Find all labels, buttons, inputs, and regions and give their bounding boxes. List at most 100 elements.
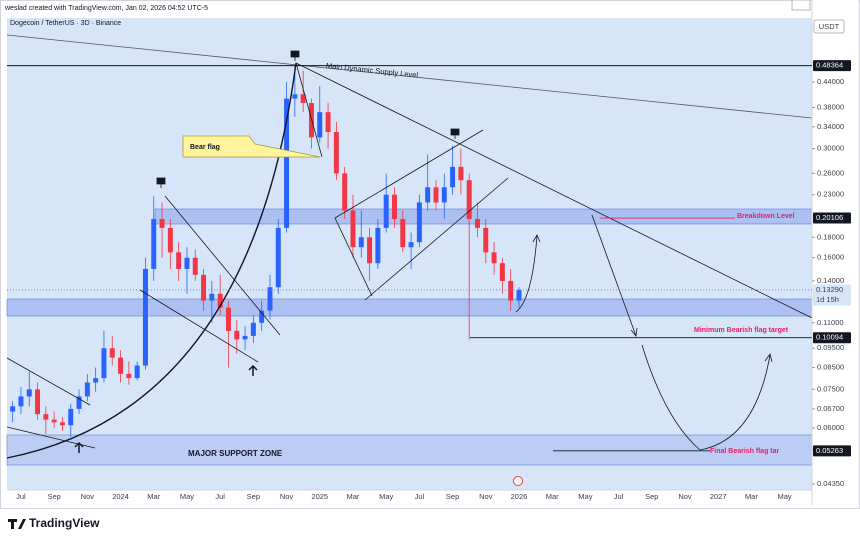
candle-body <box>101 348 107 379</box>
candle-body <box>109 348 115 358</box>
x-tick-label: May <box>778 492 792 501</box>
candle-body <box>84 382 90 397</box>
candle-body <box>151 218 157 269</box>
candle-body <box>167 227 173 253</box>
candle-body <box>93 378 99 383</box>
candle-body <box>391 194 397 219</box>
y-tick-label: 0.08500 <box>817 363 844 372</box>
candle-body <box>375 227 381 264</box>
candle-body <box>184 257 190 269</box>
candle-body <box>126 373 132 379</box>
y-tick-label: 0.44000 <box>817 77 844 86</box>
candle-body <box>10 406 16 412</box>
candle-body <box>159 218 165 228</box>
x-tick-label: May <box>578 492 592 501</box>
candle-body <box>499 263 505 281</box>
bear-flag-pole <box>295 62 323 158</box>
x-tick-label: 2027 <box>710 492 727 501</box>
y-tick-label: 0.06000 <box>817 423 844 432</box>
price-badge-label: 0.48364 <box>816 61 843 70</box>
bounce-arrow <box>515 235 538 313</box>
candle-body <box>201 274 207 301</box>
breakdown-zone <box>154 208 813 225</box>
x-tick-label: Mar <box>147 492 160 501</box>
arrow-head <box>532 234 541 243</box>
arrow-head <box>630 327 638 337</box>
candle-body <box>358 237 364 248</box>
x-tick-label: May <box>180 492 194 501</box>
event-icon <box>513 476 523 486</box>
candle-body <box>51 419 57 423</box>
breakdown-label: Breakdown Level <box>737 213 795 220</box>
candle-body <box>192 257 198 275</box>
candle-body <box>350 210 356 248</box>
x-tick-label: 2026 <box>511 492 528 501</box>
candle-body <box>416 202 422 243</box>
y-tick-label: 0.11000 <box>817 318 844 327</box>
currency-box <box>813 19 845 34</box>
logo: TradingView <box>8 516 100 530</box>
candle-body <box>59 422 65 426</box>
low-box <box>791 0 811 11</box>
wedge-bottom <box>139 289 259 363</box>
candle-body <box>267 287 273 311</box>
candle-body <box>18 396 24 407</box>
y-tick-label: 0.26000 <box>817 168 844 177</box>
candle-body <box>76 396 82 409</box>
candle-body <box>68 408 74 426</box>
bear-flag-callout <box>182 135 321 158</box>
price-badge-label: 0.20106 <box>816 213 843 222</box>
candle-body <box>234 330 240 340</box>
price-badge-label: 0.05263 <box>816 446 843 455</box>
y-tick-label: 0.16000 <box>817 253 844 262</box>
y-tick-label: 0.30000 <box>817 144 844 153</box>
x-tick-label: Jul <box>215 492 225 501</box>
candle-body <box>325 112 331 133</box>
price-badge <box>813 445 851 457</box>
logo-mark <box>8 519 26 529</box>
price-badge <box>813 212 851 224</box>
plot-background <box>7 18 812 490</box>
countdown: 1d 15h <box>816 295 839 304</box>
bear-marker <box>290 50 300 61</box>
zones <box>6 208 813 466</box>
y-tick-label: 0.14000 <box>817 276 844 285</box>
candle-body <box>491 252 497 264</box>
arrow-head <box>764 353 773 363</box>
wedge-top <box>164 195 281 336</box>
candle-body <box>367 237 373 264</box>
price-badge-label: 0.10094 <box>816 333 843 342</box>
channel-bottom <box>364 177 509 301</box>
bear-marker <box>450 128 460 139</box>
candle-body <box>508 280 514 301</box>
candle-body <box>176 252 182 269</box>
candle-body <box>441 187 447 203</box>
x-tick-label: May <box>379 492 393 501</box>
last-price-label: 0.13290 <box>816 285 843 294</box>
credit: weslad created with TradingView.com, Jan… <box>4 5 208 12</box>
y-tick-label: 0.06700 <box>817 404 844 413</box>
candle-body <box>317 112 323 138</box>
candle-body <box>425 187 431 203</box>
candle-body <box>142 268 148 366</box>
y-tick-label: 0.34000 <box>817 122 844 131</box>
candle-body <box>333 132 339 174</box>
candle-body <box>43 414 49 420</box>
candle-body <box>250 322 256 336</box>
y-tick-label: 0.38000 <box>817 103 844 112</box>
x-tick-label: Nov <box>678 492 692 501</box>
x-tick-label: Mar <box>347 492 360 501</box>
candle-body <box>225 307 231 331</box>
candle-body <box>450 166 456 188</box>
candle-body <box>134 365 140 379</box>
up-arrow <box>74 441 84 453</box>
candle-body <box>433 187 439 203</box>
candle-body <box>242 335 248 340</box>
x-tick-label: Nov <box>280 492 294 501</box>
x-tick-label: Jul <box>16 492 26 501</box>
x-tick-label: Sep <box>446 492 459 501</box>
y-tick-label: 0.04350 <box>817 479 844 488</box>
symbol-title: Dogecoin / TetherUS · 3D · Binance <box>10 20 121 27</box>
candle-body <box>300 94 306 104</box>
